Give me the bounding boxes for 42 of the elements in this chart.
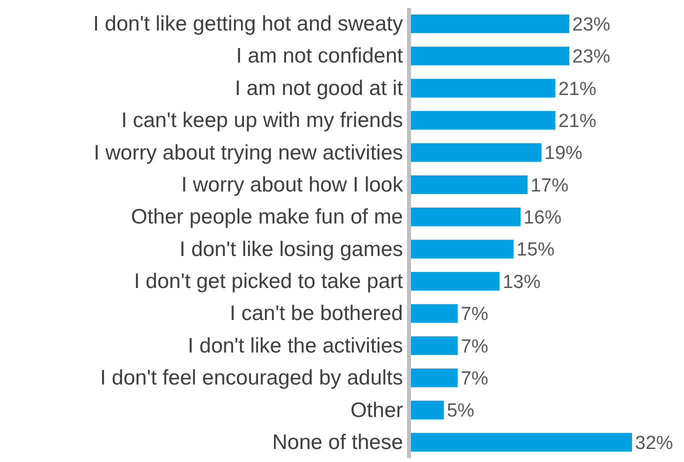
bar xyxy=(409,111,556,130)
data-label: 7% xyxy=(460,368,488,390)
y-tick-label: I don't like the activities xyxy=(188,334,403,358)
bar xyxy=(409,78,556,98)
bar xyxy=(409,240,514,258)
y-tick-label: I worry about trying new activities xyxy=(94,141,403,164)
bar xyxy=(409,400,444,420)
y-tick-label: I can't be bothered xyxy=(230,302,403,326)
data-label: 5% xyxy=(446,400,474,422)
data-label: 7% xyxy=(460,336,488,358)
bar xyxy=(409,304,458,323)
y-tick-label: Other xyxy=(350,398,403,422)
bar xyxy=(409,336,458,355)
y-tick-label: I don't get picked to take part xyxy=(134,270,404,294)
bar xyxy=(409,368,458,388)
data-label: 19% xyxy=(544,143,583,164)
bar xyxy=(409,208,520,226)
y-tick-label: I can't keep up with my friends xyxy=(121,109,403,132)
data-label: 21% xyxy=(558,110,596,132)
data-label: 32% xyxy=(635,432,674,454)
data-label: 21% xyxy=(558,78,596,100)
y-tick-label: I don't like losing games xyxy=(180,238,403,261)
data-label: 13% xyxy=(502,272,541,293)
y-tick-label: I worry about how I look xyxy=(181,173,404,196)
y-tick-label: Other people make fun of me xyxy=(131,206,403,229)
data-label: 23% xyxy=(572,46,610,68)
data-label: 23% xyxy=(572,14,610,36)
y-tick-label: I am not confident xyxy=(236,44,404,68)
data-label: 16% xyxy=(524,208,562,229)
y-tick-label: I don't feel encouraged by adults xyxy=(100,366,403,390)
bar xyxy=(409,14,570,34)
bar xyxy=(409,46,570,66)
data-label: 17% xyxy=(530,175,569,196)
y-tick-label: I am not good at it xyxy=(234,76,404,100)
bar xyxy=(409,143,542,162)
bar xyxy=(409,272,500,291)
data-label: 7% xyxy=(460,304,488,326)
y-tick-label: None of these xyxy=(272,430,403,454)
data-label: 15% xyxy=(516,240,555,261)
bar xyxy=(409,432,632,452)
y-tick-label: I don't like getting hot and sweaty xyxy=(93,12,404,36)
bar xyxy=(409,175,528,194)
